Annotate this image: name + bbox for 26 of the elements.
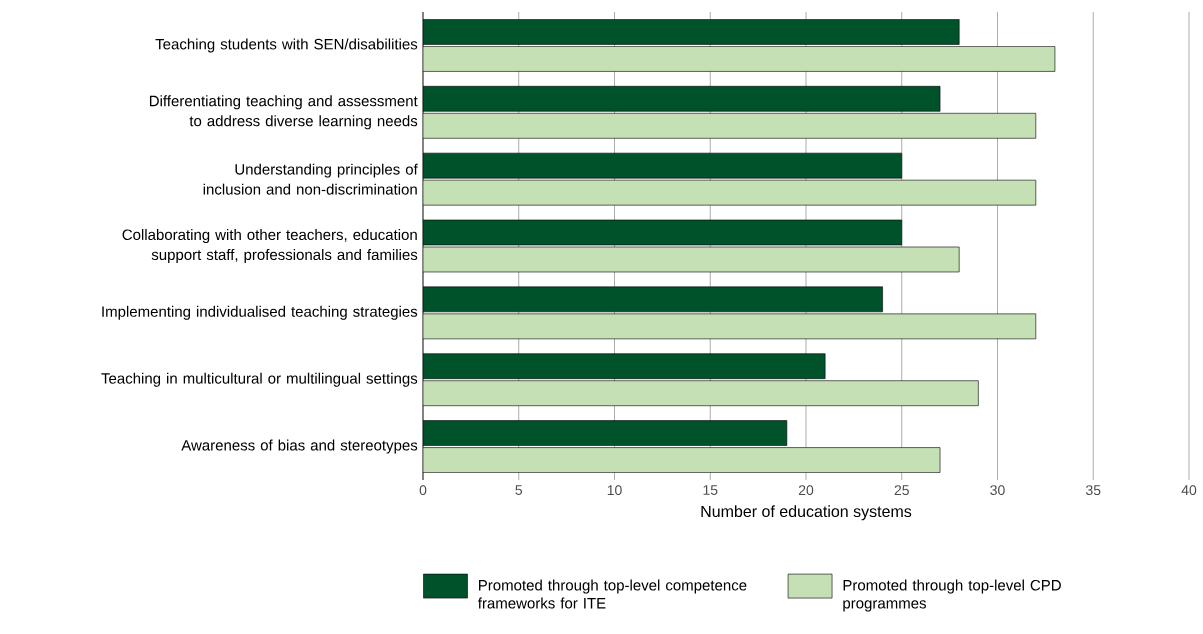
bar	[422, 112, 1037, 139]
bar	[422, 46, 1056, 72]
x-tick-label: 40	[1181, 485, 1197, 496]
x-axis-title: Number of education systems	[701, 505, 912, 521]
y-tick-label: Teaching students with SEN/disabilities	[155, 38, 418, 53]
legend-label: Promoted through top-level CPD programmes	[843, 579, 1061, 612]
bar	[422, 380, 979, 407]
y-tick-label: Differentiating teaching and assessment to address diverse learning needs	[149, 95, 418, 130]
x-tick-label: 20	[798, 485, 814, 496]
bar	[422, 447, 941, 473]
legend-label: Promoted through top-level competence frameworks for ITE	[478, 579, 747, 609]
y-tick-label: Implementing individualised teaching strategies	[102, 305, 418, 320]
x-tick-label: 30	[990, 485, 1005, 496]
y-tick-label: Understanding principles of inclusion and non-discrimination	[203, 163, 418, 195]
y-tick-label: Collaborating with other teachers, education support staff, professionals and families	[122, 229, 418, 263]
x-tick-label: 35	[1085, 485, 1101, 496]
bar	[422, 179, 1037, 206]
y-tick-label: Teaching in multicultural or multilingual settings	[101, 372, 418, 387]
x-tick-label: 5	[515, 485, 523, 495]
x-tick-label: 15	[703, 485, 718, 495]
bar	[422, 313, 1037, 340]
y-tick-label: Awareness of bias and stereotypes	[181, 439, 418, 454]
x-tick-label: 10	[607, 485, 622, 496]
x-tick-label: 0	[419, 485, 427, 496]
bar	[422, 246, 960, 273]
x-tick-label: 25	[894, 485, 909, 496]
